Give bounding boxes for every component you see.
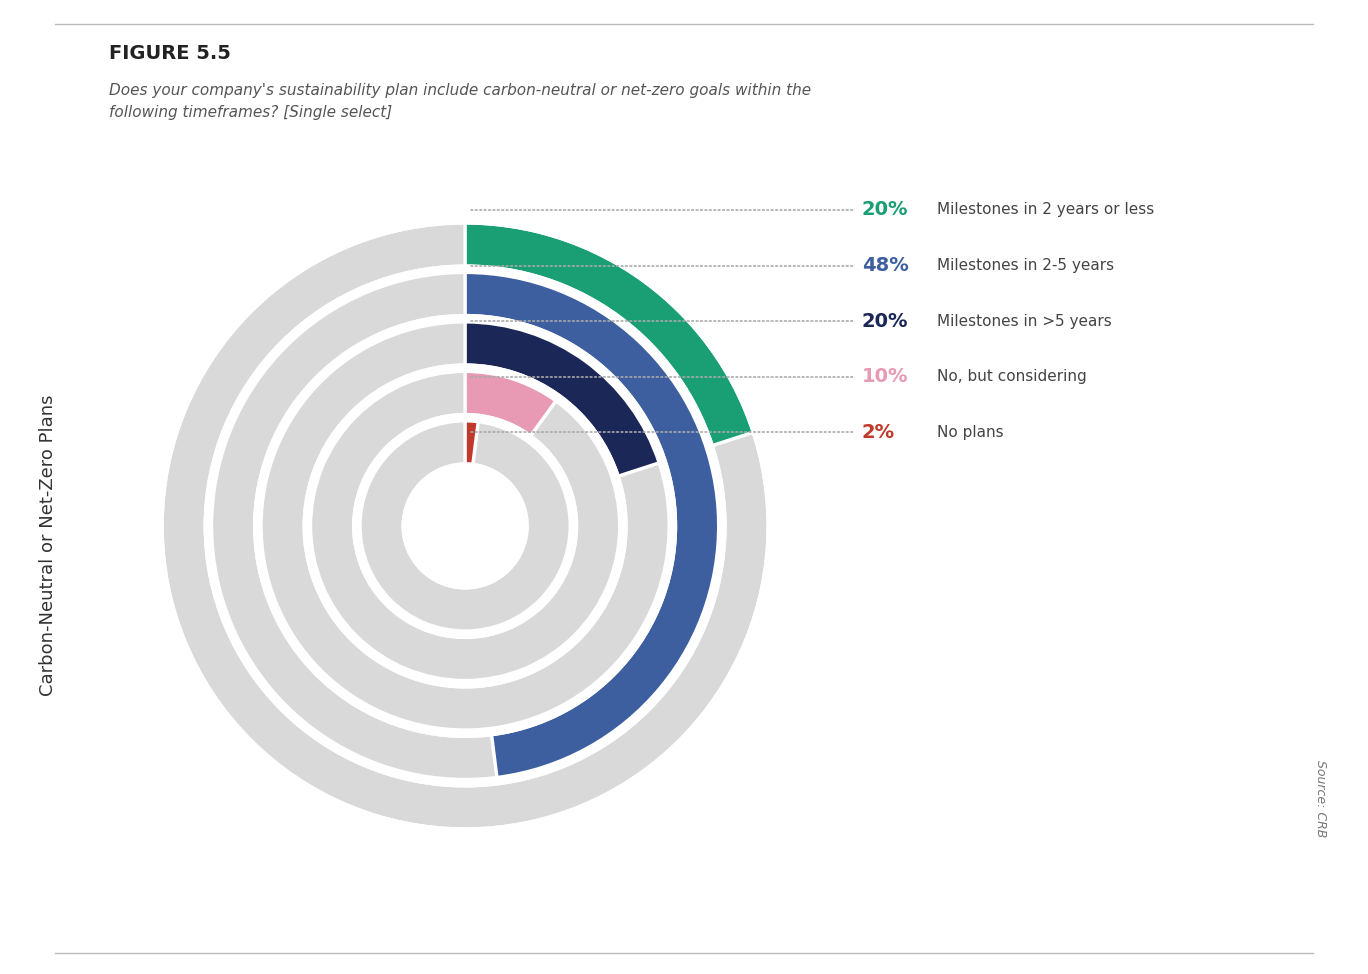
Text: FIGURE 5.5: FIGURE 5.5	[109, 44, 231, 63]
Text: 20%: 20%	[862, 201, 908, 219]
Text: Milestones in 2-5 years: Milestones in 2-5 years	[937, 258, 1114, 273]
Wedge shape	[161, 223, 769, 829]
Wedge shape	[360, 421, 570, 631]
Wedge shape	[311, 371, 620, 681]
Text: No plans: No plans	[937, 425, 1004, 439]
Text: Milestones in 2 years or less: Milestones in 2 years or less	[937, 203, 1155, 217]
Text: Carbon-Neutral or Net-Zero Plans: Carbon-Neutral or Net-Zero Plans	[38, 394, 57, 696]
Wedge shape	[465, 421, 479, 465]
Wedge shape	[465, 273, 718, 777]
Text: 2%: 2%	[862, 423, 895, 441]
Text: Milestones in >5 years: Milestones in >5 years	[937, 314, 1112, 328]
Text: 10%: 10%	[862, 367, 908, 386]
Wedge shape	[465, 223, 754, 446]
Wedge shape	[212, 273, 718, 779]
Wedge shape	[465, 321, 659, 476]
Text: 48%: 48%	[862, 256, 908, 275]
Wedge shape	[261, 321, 669, 730]
Text: 20%: 20%	[862, 312, 908, 330]
Text: No, but considering: No, but considering	[937, 369, 1086, 384]
Text: Does your company's sustainability plan include carbon-neutral or net-zero goals: Does your company's sustainability plan …	[109, 83, 811, 120]
Circle shape	[413, 473, 517, 579]
Text: Source: CRB: Source: CRB	[1313, 760, 1327, 838]
Wedge shape	[465, 371, 555, 436]
